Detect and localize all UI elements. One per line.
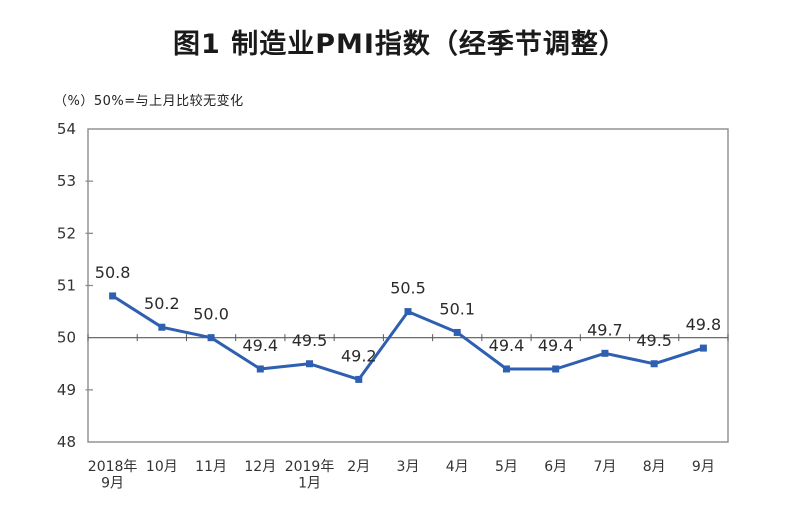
y-axis-tick-label: 49 <box>57 381 76 399</box>
data-point-marker <box>207 334 215 342</box>
data-point-marker <box>109 292 117 300</box>
y-axis-tick-label: 53 <box>57 172 76 190</box>
x-axis-tick-label: 9月 <box>101 476 124 492</box>
data-point-marker <box>502 365 510 373</box>
x-axis-tick-label: 8月 <box>643 459 666 475</box>
x-axis-tick-label: 11月 <box>195 459 227 475</box>
data-point-label: 49.8 <box>686 315 722 334</box>
x-axis-tick-label: 4月 <box>446 459 469 475</box>
data-point-label: 49.7 <box>587 320 623 339</box>
data-point-marker <box>552 365 560 373</box>
data-point-label: 50.5 <box>390 279 426 298</box>
data-point-label: 49.2 <box>341 346 377 365</box>
data-point-label: 50.2 <box>144 294 180 313</box>
x-axis-tick-label: 6月 <box>544 459 567 475</box>
data-point-marker <box>650 360 658 368</box>
data-point-label: 49.5 <box>292 331 328 350</box>
y-axis-tick-label: 52 <box>57 224 76 242</box>
y-axis-unit-note: （%）50%=与上月比较无变化 <box>54 94 244 109</box>
y-axis-tick-label: 48 <box>57 433 76 451</box>
y-axis-tick-label: 50 <box>57 329 76 347</box>
data-point-marker <box>453 328 461 336</box>
x-axis-tick-label: 2018年 <box>88 459 138 475</box>
x-axis-tick-label: 10月 <box>146 459 178 475</box>
data-point-marker <box>306 360 314 368</box>
x-axis-tick-label: 2019年 <box>285 459 335 475</box>
data-point-marker <box>601 349 609 357</box>
data-point-marker <box>404 308 412 316</box>
x-axis-tick-label: 12月 <box>244 459 276 475</box>
chart-title: 图1 制造业PMI指数（经季节调整） <box>173 29 627 60</box>
x-axis-tick-label: 9月 <box>692 459 715 475</box>
x-axis-tick-label: 5月 <box>495 459 518 475</box>
data-point-label: 50.8 <box>95 263 131 282</box>
y-axis-tick-label: 51 <box>57 277 76 295</box>
data-point-label: 49.5 <box>636 331 672 350</box>
data-point-label: 49.4 <box>538 336 574 355</box>
reference-line-50 <box>87 334 729 342</box>
x-axis-tick-label: 2月 <box>347 459 370 475</box>
y-axis-tick-label: 54 <box>57 120 76 138</box>
y-axis: 48 49 50 51 52 53 54 <box>57 120 93 451</box>
data-point-marker <box>158 323 166 331</box>
data-point-marker <box>355 375 363 383</box>
x-axis-tick-label: 1月 <box>298 476 321 492</box>
data-point-label: 50.0 <box>193 305 229 324</box>
data-point-marker <box>699 344 707 352</box>
x-axis-tick-label: 3月 <box>397 459 420 475</box>
data-point-marker <box>256 365 264 373</box>
data-point-label: 49.4 <box>489 336 525 355</box>
data-point-label: 49.4 <box>242 336 278 355</box>
x-axis-tick-label: 7月 <box>593 459 616 475</box>
data-point-label: 50.1 <box>439 299 475 318</box>
